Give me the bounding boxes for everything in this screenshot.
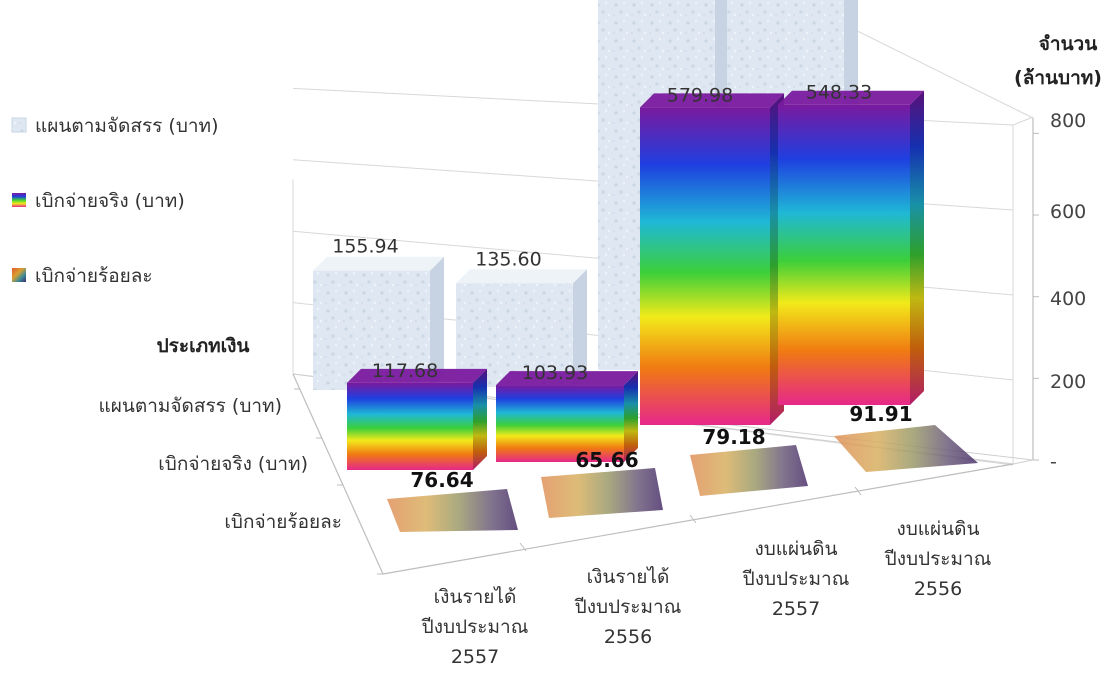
bar (834, 425, 978, 472)
bar-top (456, 269, 587, 284)
category-label: งบแผ่นดินปีงบประมาณ 2557 (742, 538, 849, 620)
legend-label: เบิกจ่ายจริง (บาท) (35, 190, 185, 212)
category-label: เงินรายได้ปีงบประมาณ 2557 (421, 586, 528, 668)
data-label: 579.98 (667, 84, 733, 106)
category-axis-line (382, 463, 1014, 575)
y-tick-label: 800 (1050, 110, 1086, 132)
wall-edge (824, 14, 1034, 119)
series-axis-title: ประเภทเงิน (157, 335, 250, 357)
bar (496, 385, 624, 462)
bar (541, 468, 663, 518)
legend-label: เบิกจ่ายร้อยละ (35, 265, 153, 287)
bar-top (778, 90, 924, 105)
data-label: 103.93 (522, 362, 588, 384)
category-tick (689, 514, 697, 524)
data-label: 135.60 (475, 248, 541, 270)
data-label: 117.68 (372, 360, 438, 382)
y-tick-label: 200 (1050, 371, 1086, 393)
data-label: 548.33 (806, 82, 872, 104)
bar (690, 445, 808, 496)
category-tick (854, 486, 862, 496)
series-axis-label: เบิกจ่ายจริง (บาท) (158, 453, 308, 475)
bar-top (496, 371, 638, 386)
data-label: 91.91 (849, 402, 912, 426)
bar-top (347, 368, 487, 383)
category-tick (519, 542, 527, 552)
y-tick-label: 600 (1050, 201, 1086, 223)
y-tick-label: 400 (1050, 288, 1086, 310)
legend-swatch (12, 268, 26, 282)
bar-side (624, 371, 638, 462)
bar-side (573, 269, 587, 387)
bar-side (473, 368, 487, 470)
bar (347, 382, 473, 470)
bar-top (313, 256, 444, 271)
bar-side (910, 90, 924, 405)
legend-swatch (12, 193, 26, 207)
bar-side (430, 256, 444, 390)
y-tick-label: - (1050, 451, 1057, 473)
bar (640, 107, 770, 425)
wall-edge (1012, 116, 1034, 126)
bar (387, 489, 518, 532)
legend-swatch (11, 117, 27, 133)
series-axis-label: เบิกจ่ายร้อยละ (224, 511, 342, 533)
y-axis-title: (ล้านบาท) (1014, 67, 1102, 89)
bar (778, 104, 910, 405)
bar-top (640, 93, 784, 108)
legend-label: แผนตามจัดสรร (บาท) (35, 115, 219, 137)
data-label: 65.66 (575, 448, 638, 472)
series-axis-label: แผนตามจัดสรร (บาท) (99, 395, 283, 417)
data-label: 76.64 (410, 468, 473, 492)
depth-axis-line (292, 373, 384, 575)
data-label: 79.18 (702, 425, 765, 449)
data-label: 155.94 (332, 236, 398, 258)
category-label: เงินรายได้ปีงบประมาณ 2556 (574, 566, 681, 648)
y-axis-title: จำนวน (1039, 33, 1097, 55)
category-label: งบแผ่นดินปีงบประมาณ 2556 (884, 518, 991, 600)
